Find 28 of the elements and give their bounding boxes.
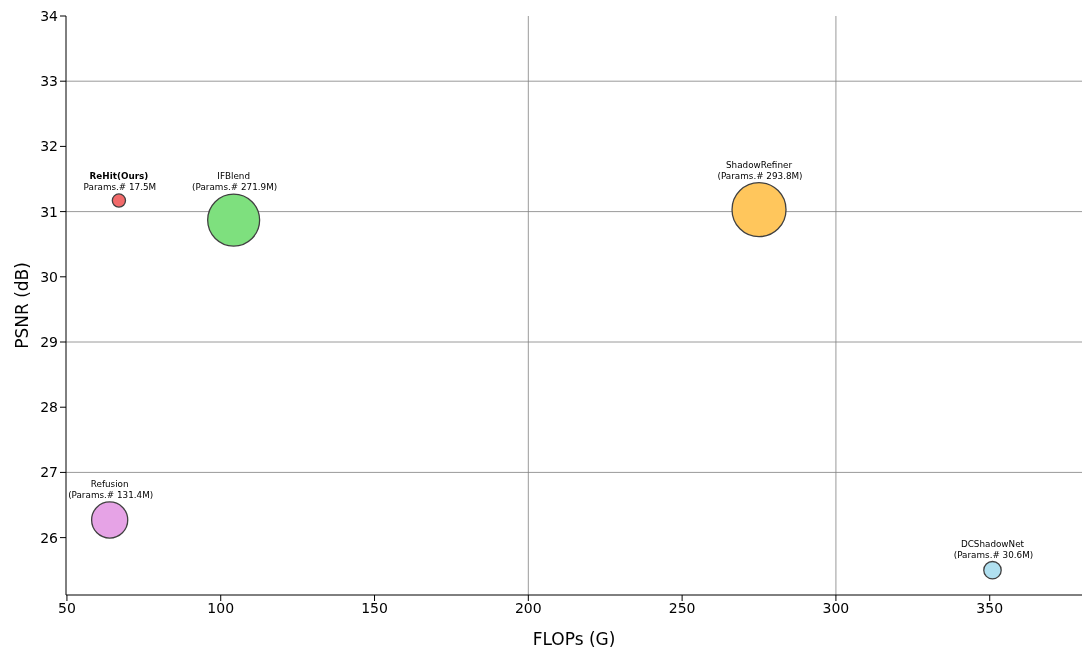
x-tick-label: 100: [207, 599, 235, 616]
x-tick-label: 150: [361, 599, 388, 616]
annotation: (Params.# 30.6M): [953, 549, 1034, 560]
y-tick-label: 29: [40, 333, 58, 350]
text: DCShadowNet: [960, 538, 1025, 549]
text: ReHit(Ours): [89, 170, 149, 181]
x-axis-title: FLOPs (G): [532, 629, 616, 647]
series-label: IFBlend: [217, 171, 250, 182]
x-tick-label: 50: [58, 599, 76, 616]
annotation: (Params.# 293.8M): [717, 170, 803, 181]
annotation: (Params.# 131.4M): [68, 489, 154, 500]
annotation: (Params.# 271.9M): [192, 182, 278, 193]
y-tick-label: 27: [40, 464, 58, 481]
y-tick-label: 30: [40, 268, 58, 285]
x-tick-label: 250: [668, 599, 696, 616]
y-tick-label: 26: [40, 529, 59, 546]
y-tick-label: 32: [40, 138, 58, 155]
x-tick-label: 200: [514, 599, 542, 616]
y-tick-label: 31: [40, 203, 58, 220]
y-tick-label: 33: [40, 73, 58, 90]
text: ShadowRefiner: [726, 159, 793, 170]
text: Refusion: [90, 478, 129, 489]
y-axis-title: PSNR (dB): [12, 262, 33, 349]
x-tick-label: 300: [822, 599, 850, 616]
y-tick-label: 34: [40, 7, 59, 24]
x-tick-label: 350: [976, 599, 1004, 616]
y-tick-label: 28: [40, 399, 58, 416]
annotation: Params.# 17.5M: [83, 181, 157, 192]
